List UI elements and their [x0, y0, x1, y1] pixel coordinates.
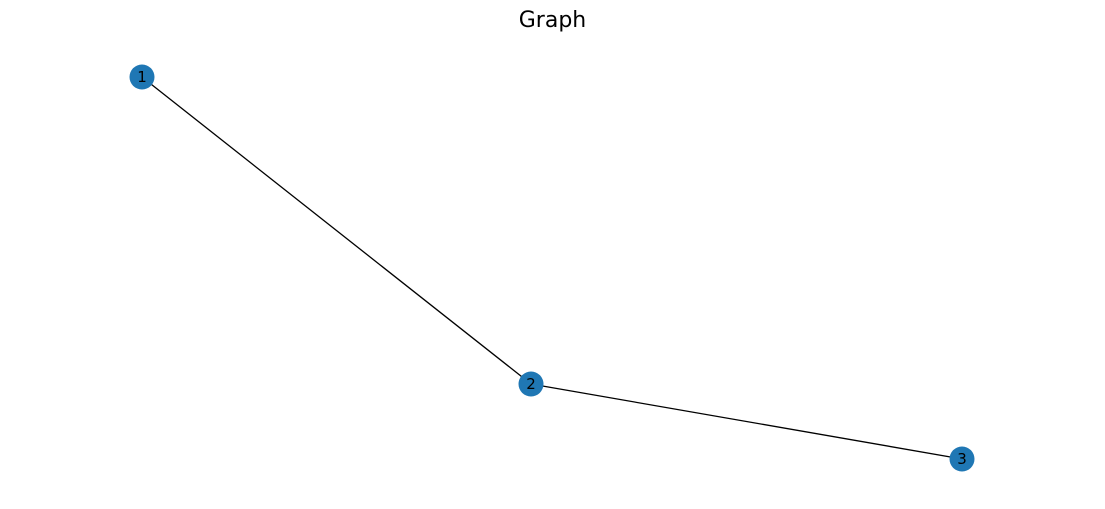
- node-label-1: 1: [137, 68, 147, 86]
- node-label-2: 2: [526, 375, 536, 393]
- nodes-layer: 1 2 3: [129, 64, 975, 472]
- graph-title: Graph: [518, 8, 587, 33]
- node-1: 1: [129, 64, 155, 90]
- node-2: 2: [518, 371, 544, 397]
- edge-2-3: [530, 383, 963, 460]
- edges-layer: [141, 76, 963, 460]
- node-circle-3: [949, 446, 975, 472]
- node-3: 3: [949, 446, 975, 472]
- node-label-3: 3: [957, 450, 967, 468]
- edge-1-2: [141, 76, 532, 385]
- node-circle-1: [129, 64, 155, 90]
- node-circle-2: [518, 371, 544, 397]
